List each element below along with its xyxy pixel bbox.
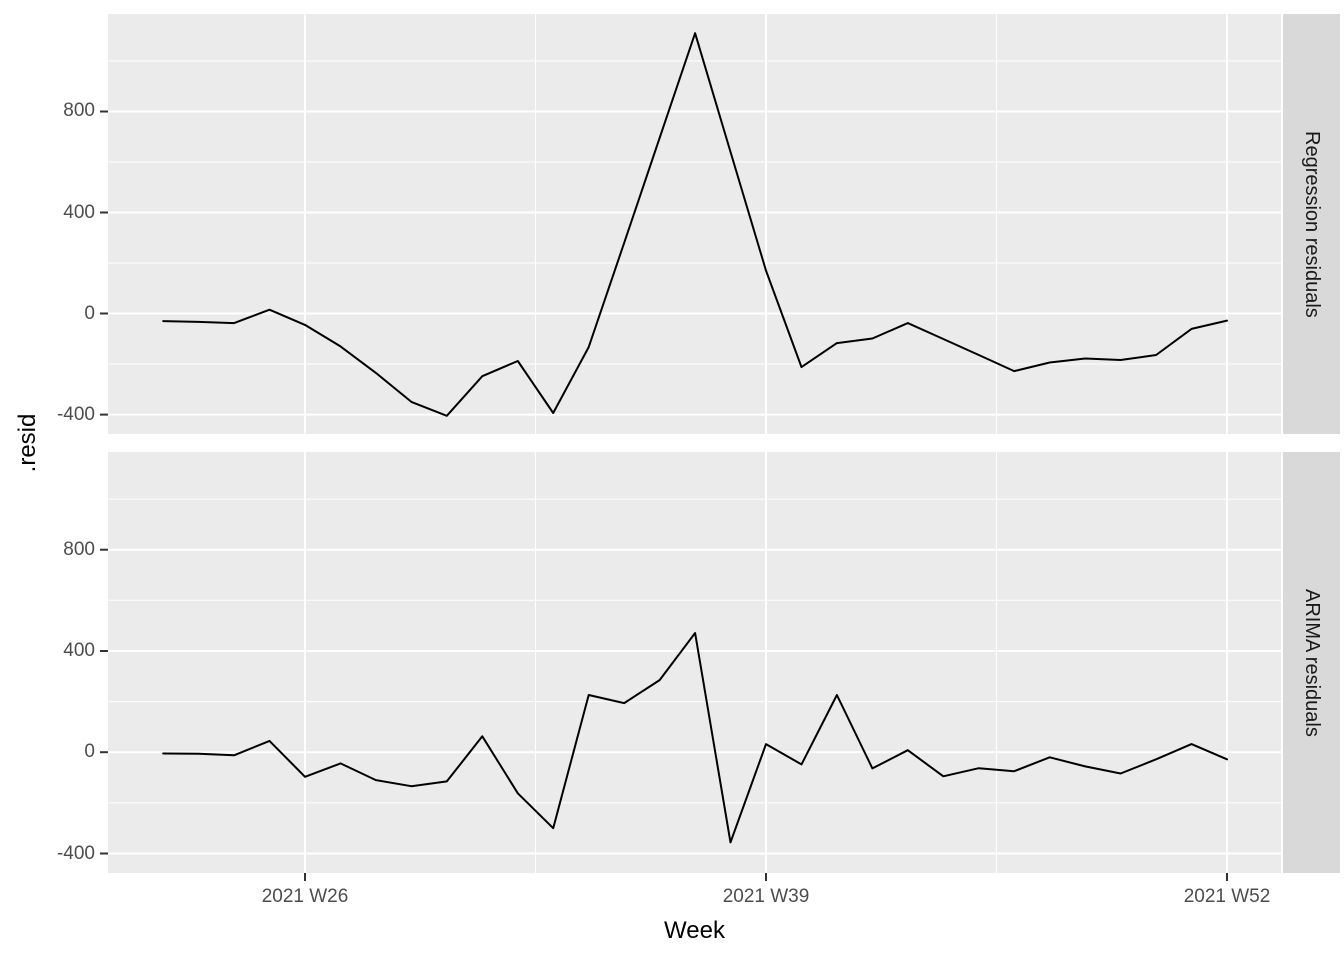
panel-background xyxy=(108,14,1281,434)
facet-strip-label: Regression residuals xyxy=(1301,130,1323,318)
y-tick-label: 0 xyxy=(84,303,95,324)
facet-strip-regression-residuals: Regression residuals xyxy=(1283,14,1340,434)
y-tick-label: 400 xyxy=(63,640,95,661)
panel-background xyxy=(108,452,1281,873)
y-tick-label: 400 xyxy=(63,202,95,223)
facet-panel-arima xyxy=(100,452,1281,873)
x-tick-label: 2021 W39 xyxy=(722,886,810,907)
facet-strip-label: ARIMA residuals xyxy=(1301,588,1323,737)
y-tick-label: 800 xyxy=(63,539,95,560)
y-tick-label: -400 xyxy=(56,404,95,425)
facet-panel-regression xyxy=(100,14,1281,434)
facet-strip-arima-residuals: ARIMA residuals xyxy=(1283,452,1340,873)
residuals-line xyxy=(162,632,1228,844)
y-tick-label: 800 xyxy=(63,100,95,121)
residuals-line xyxy=(162,32,1228,417)
y-tick-label: 0 xyxy=(84,741,95,762)
x-tick-label: 2021 W26 xyxy=(261,886,349,907)
x-tick-label: 2021 W52 xyxy=(1183,886,1271,907)
y-tick-label: -400 xyxy=(56,843,95,864)
x-axis-title: Week xyxy=(664,917,725,944)
